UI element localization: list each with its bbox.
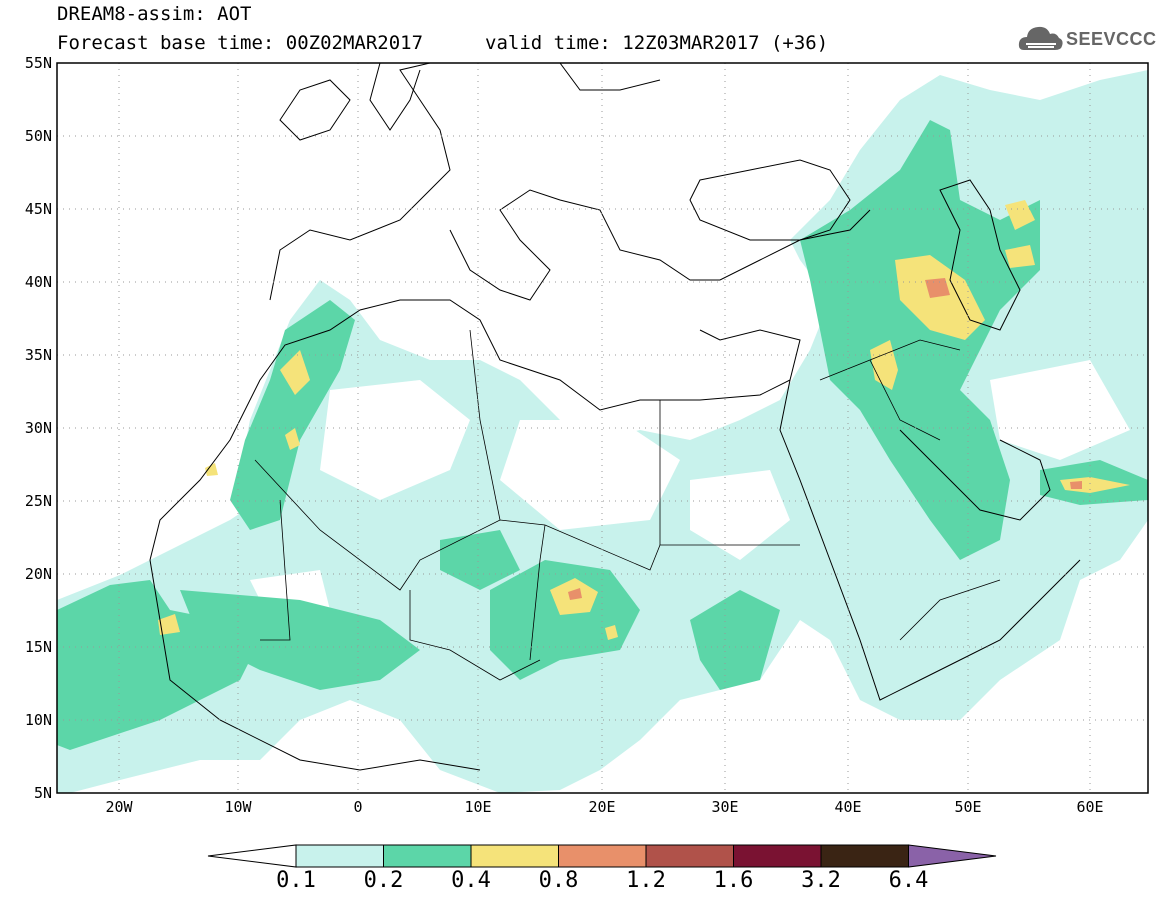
lat-label: 30N: [25, 419, 52, 437]
colorbar-cell: [645, 844, 734, 868]
political-borders: [254, 329, 1001, 681]
lon-axis: 20W 10W 0 10E 20E 30E 40E 50E 60E: [105, 798, 1103, 816]
lat-label: 10N: [25, 711, 52, 729]
map-frame: [56, 62, 1149, 794]
coastlines: [149, 63, 1081, 771]
colorbar-cell: [295, 844, 384, 868]
colorbar-label: 1.2: [626, 868, 666, 893]
lat-label: 50N: [25, 127, 52, 145]
lon-label: 20E: [588, 798, 615, 816]
logo-text: SEEVCCC: [1066, 29, 1157, 49]
aot-field: [57, 70, 1148, 793]
lat-axis: 55N 50N 45N 40N 35N 30N 25N 20N 15N 10N …: [25, 54, 52, 802]
lon-label: 50E: [954, 798, 981, 816]
lon-label: 40E: [834, 798, 861, 816]
lat-label: 55N: [25, 54, 52, 72]
seevccc-logo: SEEVCCC: [1018, 22, 1158, 56]
map-title: DREAM8-assim: AOT: [57, 3, 252, 25]
colorbar-label: 6.4: [888, 868, 929, 893]
lat-label: 45N: [25, 200, 52, 218]
base-time-label: Forecast base time: 00Z02MAR2017: [57, 32, 424, 54]
colorbar-label: 0.2: [363, 868, 404, 893]
colorbar-cell: [383, 844, 472, 868]
lat-label: 35N: [25, 346, 52, 364]
colorbar-label: 3.2: [801, 868, 841, 893]
colorbar-label: 0.4: [451, 868, 491, 893]
colorbar-label: 0.1: [276, 868, 316, 893]
valid-time-label: valid time: 12Z03MAR2017 (+36): [485, 32, 829, 54]
lon-label: 20W: [105, 798, 133, 816]
lat-label: 40N: [25, 273, 52, 291]
colorbar-cell: [733, 844, 822, 868]
colorbar-under-arrow: [207, 844, 297, 868]
colorbar-cell: [820, 844, 909, 868]
colorbar: [207, 844, 997, 868]
lon-label: 60E: [1076, 798, 1103, 816]
lon-label: 0: [353, 798, 362, 816]
colorbar-label: 0.8: [538, 868, 579, 893]
lon-label: 10E: [464, 798, 491, 816]
cloud-icon: [1018, 26, 1063, 50]
colorbar-over-arrow: [908, 844, 997, 868]
lon-label: 10W: [224, 798, 252, 816]
lat-label: 5N: [34, 784, 52, 802]
colorbar-cell: [470, 844, 559, 868]
colorbar-label: 1.6: [713, 868, 754, 893]
lon-label: 30E: [711, 798, 738, 816]
lat-label: 15N: [25, 638, 52, 656]
lat-label: 25N: [25, 492, 52, 510]
lat-label: 20N: [25, 565, 52, 583]
colorbar-cell: [558, 844, 647, 868]
